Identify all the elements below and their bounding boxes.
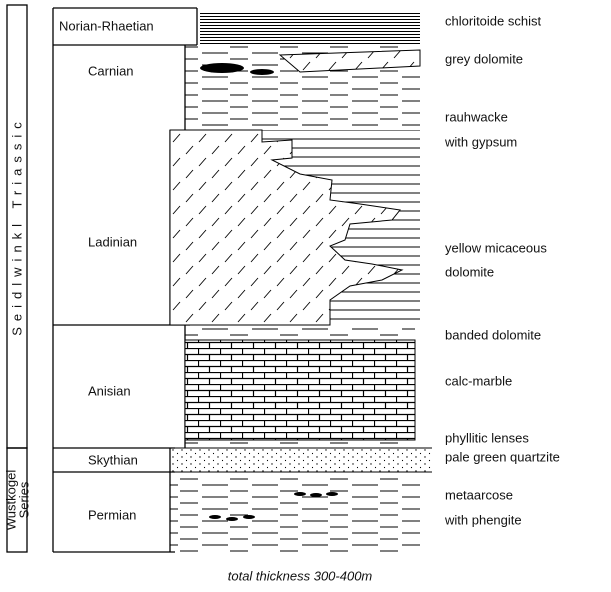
calc-marble (185, 340, 415, 440)
metaarcose (170, 474, 420, 552)
lithology-label: pale green quartzite (445, 449, 560, 464)
lithology-label: with gypsum (444, 134, 517, 149)
lithology-label: banded dolomite (445, 327, 541, 342)
lens (200, 63, 244, 73)
lithology-label: metaarcose (445, 487, 513, 502)
lithology-label: chloritoide schist (445, 13, 541, 28)
lithology-label: dolomite (445, 264, 494, 279)
footer: total thickness 300-400m (228, 568, 373, 583)
lens (250, 69, 274, 75)
quartzite (170, 448, 432, 472)
stage-label: Norian-Rhaetian (59, 18, 154, 33)
lithology-label: yellow micaceous (445, 240, 547, 255)
lithology-label: calc-marble (445, 373, 512, 388)
schist (200, 11, 420, 45)
stage-label: Skythian (88, 452, 138, 467)
group-label: Series (16, 481, 31, 518)
lithology-label: rauhwacke (445, 109, 508, 124)
stage-label: Permian (88, 507, 136, 522)
lithology-label: grey dolomite (445, 51, 523, 66)
stage-label: Ladinian (88, 234, 137, 249)
phyllitic-lenses (185, 440, 415, 448)
page: Seidlwinkl Triassic Wustkogel Series Nor… (0, 0, 611, 592)
banded-dolomite (185, 325, 415, 340)
stage-label: Carnian (88, 63, 134, 78)
stage-label: Anisian (88, 383, 131, 398)
group-label: Seidlwinkl Triassic (9, 116, 24, 335)
stratigraphic-column: Seidlwinkl Triassic Wustkogel Series Nor… (0, 0, 611, 592)
lithology-label: with phengite (444, 512, 522, 527)
lithology-label: phyllitic lenses (445, 430, 529, 445)
